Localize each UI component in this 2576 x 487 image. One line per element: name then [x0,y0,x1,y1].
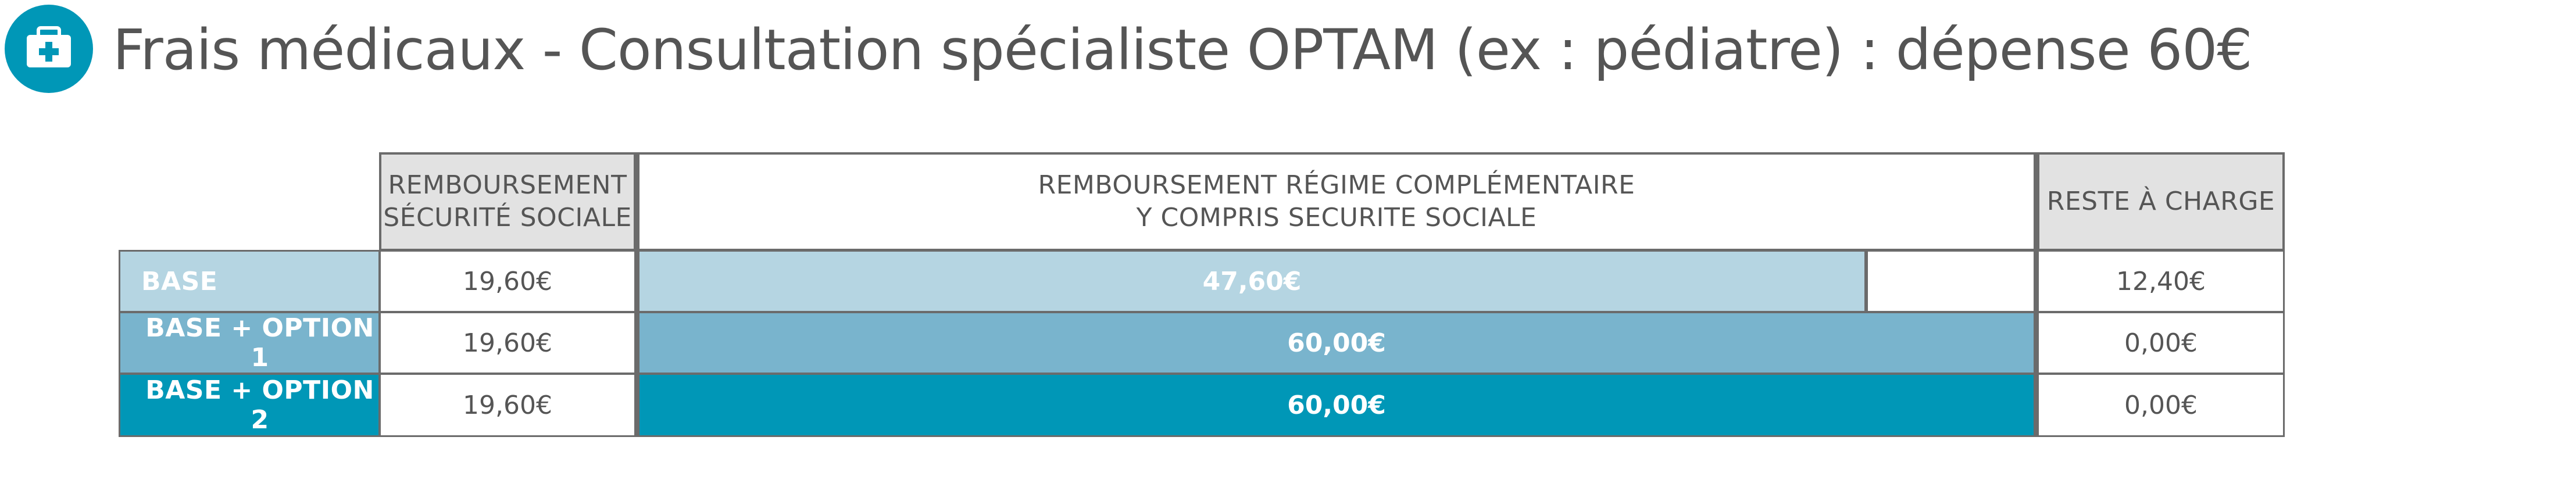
compl-value-text: 60,00€ [1287,390,1386,420]
compl-remainder-gap [1866,250,2037,313]
row-label-text: BASE [141,266,218,296]
header-compl-line2: Y COMPRIS SECURITE SOCIALE [1136,203,1537,232]
compl-bar-option2: 60,00€ [636,373,2037,437]
row-label-option2: BASE + OPTION 2 [119,373,380,437]
header-complementaire: REMBOURSEMENT RÉGIME COMPLÉMENTAIRE Y CO… [636,152,2037,251]
secu-value-text: 19,60€ [463,328,552,358]
compl-value-text: 60,00€ [1287,328,1386,358]
header-secu-line2: SÉCURITÉ SOCIALE [383,203,632,232]
header-secu-line1: REMBOURSEMENT [388,170,627,200]
reste-value-text: 0,00€ [2124,328,2198,358]
secu-value-text: 19,60€ [463,266,552,296]
row-label-text: BASE + OPTION 1 [145,313,374,373]
header-reste: RESTE À CHARGE [2037,152,2285,251]
header-compl-line1: REMBOURSEMENT RÉGIME COMPLÉMENTAIRE [1038,170,1635,200]
header-reste-label: RESTE À CHARGE [2046,187,2275,216]
compl-bar-option1: 60,00€ [636,311,2037,374]
header-secu: REMBOURSEMENT SÉCURITÉ SOCIALE [379,152,636,251]
secu-value-text: 19,60€ [463,390,552,420]
reste-value: 0,00€ [2037,311,2285,374]
reste-value-text: 12,40€ [2116,266,2206,296]
row-label-text: BASE + OPTION 2 [145,375,374,435]
compl-bar-base: 47,60€ [636,250,1866,313]
secu-value: 19,60€ [379,373,636,437]
secu-value: 19,60€ [379,250,636,313]
reste-value-text: 0,00€ [2124,390,2198,420]
medical-kit-icon [5,5,93,93]
secu-value: 19,60€ [379,311,636,374]
compl-value-text: 47,60€ [1202,266,1302,296]
page-title: Frais médicaux - Consultation spécialist… [113,17,2252,83]
row-label-option1: BASE + OPTION 1 [119,311,380,374]
row-label-base: BASE [119,250,380,313]
reste-value: 12,40€ [2037,250,2285,313]
reste-value: 0,00€ [2037,373,2285,437]
